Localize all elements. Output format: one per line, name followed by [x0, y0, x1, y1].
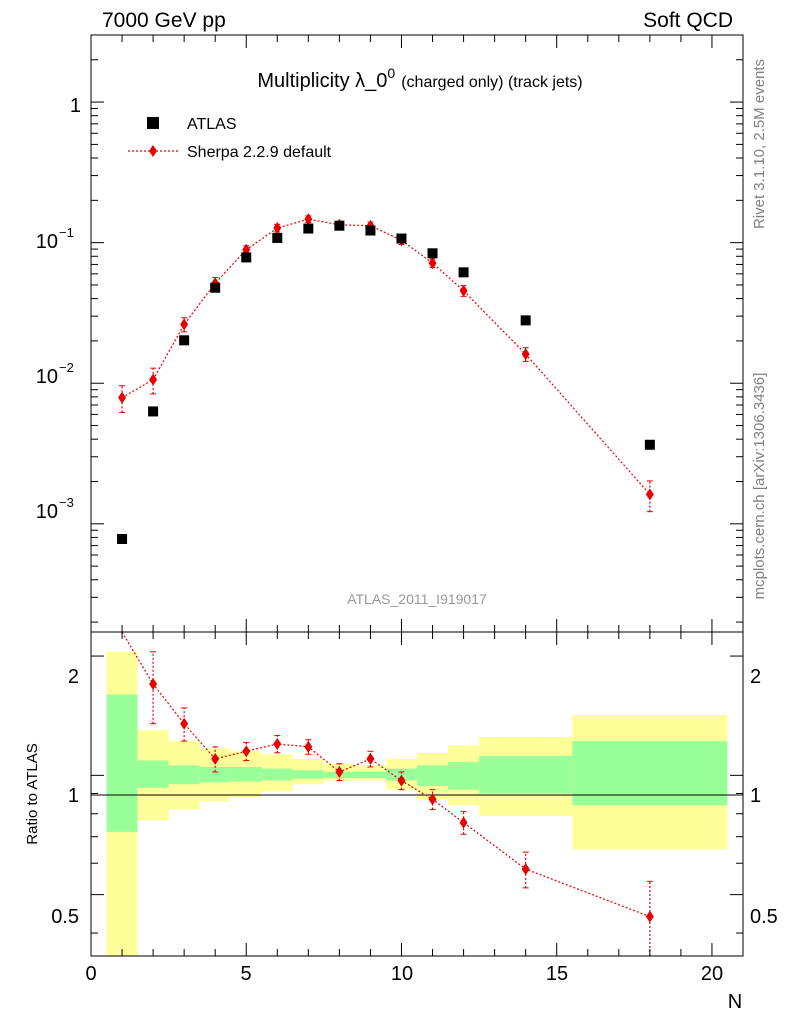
atlas-point — [427, 248, 438, 259]
ratio-panel: 2 1 0.5 2 1 0.5 0 5 10 15 20 N Ratio to … — [24, 631, 778, 1013]
y-axis-label: Ratio to ATLAS — [24, 743, 41, 844]
inner-band — [261, 768, 293, 781]
y-tick-labels: 1 10 −1 10 −2 10 −3 — [36, 95, 81, 523]
analysis-watermark: ATLAS_2011_I919017 — [347, 591, 487, 607]
atlas-point — [644, 439, 655, 450]
chart-title: Multiplicity λ_00 (charged only) (track j… — [257, 65, 582, 92]
atlas-point — [210, 282, 221, 293]
ratio-point — [335, 765, 344, 778]
ratio-point — [149, 678, 158, 691]
legend-sherpa-marker — [149, 145, 157, 157]
main-ticks — [90, 34, 744, 632]
ytick-0.01-base: 10 — [36, 366, 58, 388]
title-main: Multiplicity λ_0 — [257, 70, 387, 92]
ytick-0.001-base: 10 — [36, 501, 58, 523]
xtick-20: 20 — [701, 963, 723, 985]
xtick-15: 15 — [546, 963, 568, 985]
sherpa-point — [459, 284, 468, 297]
ratio-line — [121, 631, 651, 918]
atlas-point — [365, 225, 376, 236]
rtick-1-left: 1 — [68, 785, 79, 807]
ratio-point — [428, 793, 437, 806]
atlas-point — [241, 252, 252, 263]
sherpa-point — [521, 348, 530, 361]
ratio-point — [645, 910, 654, 923]
sherpa-point — [180, 318, 189, 331]
rtick-2-left: 2 — [68, 666, 79, 688]
ratio-point — [366, 752, 375, 765]
ytick-0.01-exp: −2 — [59, 360, 74, 375]
data-points-main — [117, 220, 655, 544]
xtick-0: 0 — [85, 963, 96, 985]
ratio-point — [397, 774, 406, 787]
atlas-point — [520, 315, 531, 326]
ratio-point — [273, 737, 282, 750]
legend: ATLAS Sherpa 2.2.9 default — [128, 116, 332, 161]
ratio-point — [211, 752, 220, 765]
ratio-point — [521, 863, 530, 876]
main-panel: Multiplicity λ_00 (charged only) (track j… — [36, 34, 744, 633]
atlas-point — [179, 335, 190, 346]
legend-atlas-marker — [147, 117, 159, 129]
ratio-y-tick-labels: 2 1 0.5 2 1 0.5 — [51, 666, 778, 928]
rtick-2-right: 2 — [750, 666, 761, 688]
xtick-5: 5 — [240, 963, 251, 985]
x-tick-labels: 0 5 10 15 20 — [85, 963, 723, 985]
ytick-0.1-base: 10 — [36, 231, 58, 253]
sherpa-point — [118, 391, 127, 404]
inner-band — [230, 766, 262, 782]
x-axis-label: N — [728, 991, 742, 1013]
ratio-point — [180, 717, 189, 730]
ratio-point — [304, 740, 313, 753]
inner-band — [199, 766, 231, 783]
sherpa-point — [273, 222, 282, 235]
atlas-point — [303, 223, 314, 234]
ratio-ticks — [90, 632, 744, 956]
inner-band — [168, 765, 200, 785]
ratio-curve — [121, 631, 651, 918]
process-label: Soft QCD — [643, 9, 733, 32]
atlas-point — [396, 233, 407, 244]
ytick-0.1-exp: −1 — [59, 225, 74, 240]
atlas-point — [458, 267, 469, 278]
atlas-point — [117, 533, 128, 544]
ratio-point — [242, 745, 251, 758]
sherpa-point — [149, 373, 158, 386]
atlas-point — [272, 232, 283, 243]
source-label: mcplots.cern.ch [arXiv:1306.3436] — [751, 373, 768, 600]
ratio-point — [459, 816, 468, 829]
inner-band — [137, 760, 169, 788]
ytick-1: 1 — [70, 95, 81, 117]
mc-points-main — [118, 213, 654, 513]
rtick-0.5-left: 0.5 — [51, 906, 79, 928]
rivet-label: Rivet 3.1.10, 2.5M events — [751, 59, 768, 229]
title-suffix: (charged only) (track jets) — [401, 74, 582, 91]
ytick-0.001-exp: −3 — [59, 495, 74, 510]
sherpa-point — [645, 488, 654, 501]
xtick-10: 10 — [391, 963, 413, 985]
inner-band — [448, 762, 480, 790]
sherpa-curve — [121, 218, 651, 495]
sherpa-point — [304, 213, 313, 226]
rtick-0.5-right: 0.5 — [750, 906, 778, 928]
sherpa-point — [428, 257, 437, 270]
inner-band — [417, 765, 449, 786]
inner-band — [292, 770, 324, 779]
inner-band — [479, 755, 573, 794]
atlas-point — [334, 220, 345, 231]
energy-label: 7000 GeV pp — [102, 9, 226, 32]
title-sup: 0 — [387, 65, 395, 81]
ratio-points — [149, 651, 654, 957]
legend-sherpa-label: Sherpa 2.2.9 default — [187, 144, 332, 161]
ratio-frame — [90, 631, 744, 957]
atlas-point — [148, 406, 159, 417]
inner-band — [106, 694, 138, 832]
inner-band — [572, 741, 728, 806]
inner-band — [354, 771, 386, 778]
mc-line-main — [121, 218, 651, 495]
rtick-1-right: 1 — [750, 785, 761, 807]
legend-atlas-label: ATLAS — [187, 116, 237, 133]
